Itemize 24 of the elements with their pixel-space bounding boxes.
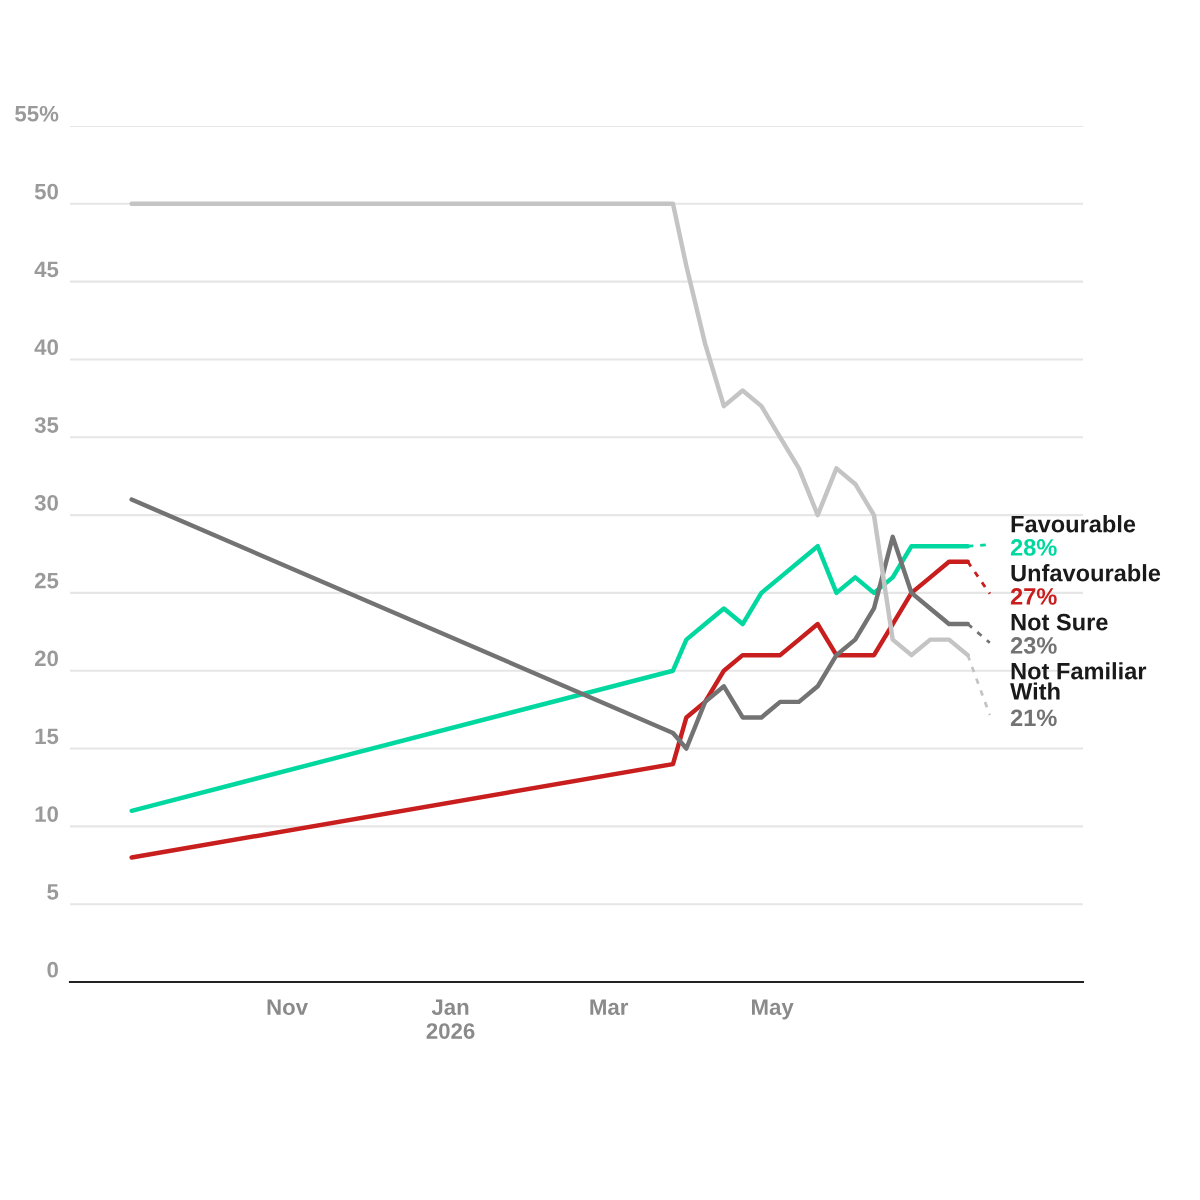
y-tick-label: 15 — [35, 728, 59, 745]
series-label: Not Sure — [1011, 613, 1108, 631]
y-tick-label: 0 — [47, 961, 58, 978]
y-tick-label: 35 — [34, 417, 59, 433]
data-label: 27% — [1010, 588, 1057, 605]
y-tick-label: 10 — [35, 806, 58, 822]
y-tick-label: 30 — [34, 494, 58, 511]
y-tick-label: 45 — [34, 261, 59, 278]
y-tick-label: 25 — [34, 572, 59, 589]
data-label: 21% — [1010, 709, 1057, 727]
x-tick-label: Mar — [590, 999, 629, 1015]
y-tick-label: 20 — [34, 650, 58, 667]
series-label: Unfavourable — [1011, 564, 1161, 582]
y-tick-label: 50 — [34, 183, 58, 200]
data-label: 23% — [1010, 637, 1057, 654]
x-tick-label: Nov — [267, 999, 308, 1015]
series-label: Not Familiar With — [1010, 662, 1147, 700]
x-tick-label: May — [752, 999, 794, 1020]
y-tick-label: 40 — [34, 339, 58, 356]
y-tick-label: 55% — [15, 105, 59, 122]
data-label: 28% — [1010, 539, 1057, 556]
x-tick-label: Jan 2026 — [426, 999, 475, 1039]
y-tick-label: 5 — [47, 884, 59, 900]
series-label: Favourable — [1011, 515, 1136, 533]
